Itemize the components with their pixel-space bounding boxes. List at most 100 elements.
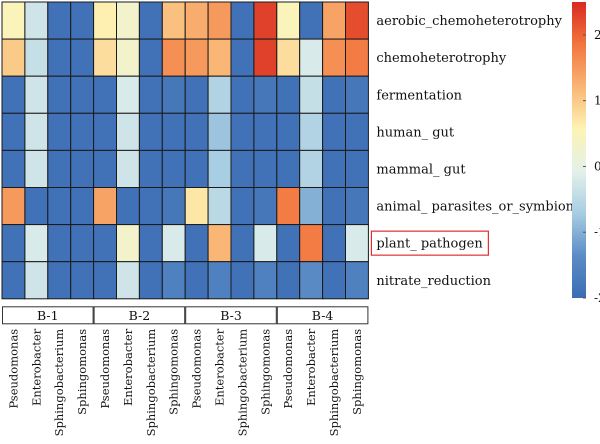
heatmap-cell (116, 38, 140, 77)
heatmap-cell (207, 112, 232, 151)
heatmap-cell (207, 149, 232, 188)
heatmap-cell (161, 224, 186, 263)
column-label: Sphingomonas (167, 329, 181, 415)
heatmap-cell (93, 38, 117, 77)
group-box (185, 306, 277, 325)
heatmap-cell (93, 1, 117, 40)
heatmap-cell (1, 187, 26, 226)
legend-tick-label: 1 (594, 94, 600, 108)
heatmap-cell (207, 224, 232, 263)
heatmap-cell (47, 38, 72, 77)
heatmap-cell (276, 149, 301, 188)
column-label: Sphingomonas (350, 329, 364, 415)
heatmap-cell (253, 75, 278, 114)
heatmap-cell (207, 75, 232, 114)
column-label: Sphingobacterium (235, 329, 249, 437)
heatmap-cell (116, 75, 140, 114)
heatmap-cell (322, 261, 347, 300)
group-box (93, 306, 186, 325)
legend-tick-label: 2 (594, 28, 600, 42)
heatmap-cell (70, 1, 95, 40)
heatmap-cell (70, 224, 95, 263)
heatmap-cell (116, 261, 140, 300)
heatmap-cell (138, 38, 163, 77)
heatmap-cell (93, 149, 117, 188)
heatmap-cell (184, 224, 209, 263)
column-label: Pseudomonas (98, 329, 112, 409)
heatmap-cell (70, 75, 95, 114)
heatmap-cell (299, 75, 324, 114)
highlight-box (370, 230, 489, 256)
heatmap-cell (345, 112, 369, 151)
heatmap-cell (207, 261, 232, 300)
group-brackets: B-1 B-2 B-3 B-4 (2, 306, 369, 325)
heatmap-cell (230, 75, 255, 114)
heatmap-cell (230, 38, 255, 77)
row-label: nitrate_reduction (376, 274, 491, 289)
heatmap-cell (184, 1, 209, 40)
heatmap-cell (299, 1, 324, 40)
legend-colorbar (572, 2, 586, 298)
heatmap-cell (207, 1, 232, 40)
row-labels: aerobic_chemoheterotrophy chemoheterotrop… (370, 14, 586, 289)
heatmap-cell (230, 187, 255, 226)
heatmap-cell (1, 38, 26, 77)
heatmap-cell (184, 112, 209, 151)
column-label: Pseudomonas (6, 329, 20, 409)
column-label: Sphingobacterium (144, 329, 158, 437)
column-label: Enterobacter (29, 328, 43, 406)
heatmap-cell (207, 38, 232, 77)
heatmap-cell (138, 187, 163, 226)
heatmap-cell (253, 1, 278, 40)
heatmap-cell (138, 75, 163, 114)
heatmap-cell (322, 38, 347, 77)
heatmap-cell (161, 187, 186, 226)
column-label: Sphingomonas (258, 329, 272, 415)
heatmap-cell (24, 1, 49, 40)
heatmap-cell (24, 38, 49, 77)
heatmap-cell (93, 224, 117, 263)
heatmap-cell (253, 187, 278, 226)
row-label: fermentation (376, 88, 462, 103)
heatmap-cell (47, 75, 72, 114)
heatmap-cell (230, 149, 255, 188)
heatmap-cell (138, 224, 163, 263)
heatmap-cell (345, 38, 369, 77)
heatmap-cell (276, 38, 301, 77)
heatmap-cell (161, 112, 186, 151)
heatmap-cell (47, 261, 72, 300)
heatmap-cell (322, 224, 347, 263)
heatmap-cell (345, 1, 369, 40)
heatmap-cell (138, 149, 163, 188)
heatmap-cell (70, 261, 95, 300)
heatmap-cell (184, 187, 209, 226)
heatmap-cell (161, 1, 186, 40)
group-label: B-3 (220, 308, 242, 323)
heatmap-cell (24, 224, 49, 263)
heatmap-cell (47, 112, 72, 151)
heatmap-cell (276, 224, 301, 263)
heatmap-cell (93, 112, 117, 151)
row-label: animal_ parasites_or_symbionts (376, 200, 586, 215)
heatmap-cell (299, 224, 324, 263)
heatmap-cell (1, 149, 26, 188)
heatmap-cell (345, 187, 369, 226)
heatmap-cell (299, 187, 324, 226)
heatmap-cell (345, 261, 369, 300)
heatmap-cell (24, 261, 49, 300)
legend-tick-label: 0 (594, 159, 600, 173)
legend-tick-label: -2 (594, 291, 600, 305)
heatmap-cell (138, 112, 163, 151)
heatmap-cell (299, 261, 324, 300)
heatmap-cell (299, 112, 324, 151)
row-label: mammal_ gut (376, 162, 466, 177)
heatmap-cell (184, 149, 209, 188)
heatmap-cell (161, 75, 186, 114)
column-label: Pseudomonas (281, 329, 295, 409)
column-label: Sphingobacterium (52, 329, 66, 437)
group-box (2, 306, 94, 325)
column-label: Pseudomonas (190, 329, 204, 409)
heatmap-cell (116, 149, 140, 188)
heatmap-cell (276, 75, 301, 114)
heatmap-cell (161, 261, 186, 300)
